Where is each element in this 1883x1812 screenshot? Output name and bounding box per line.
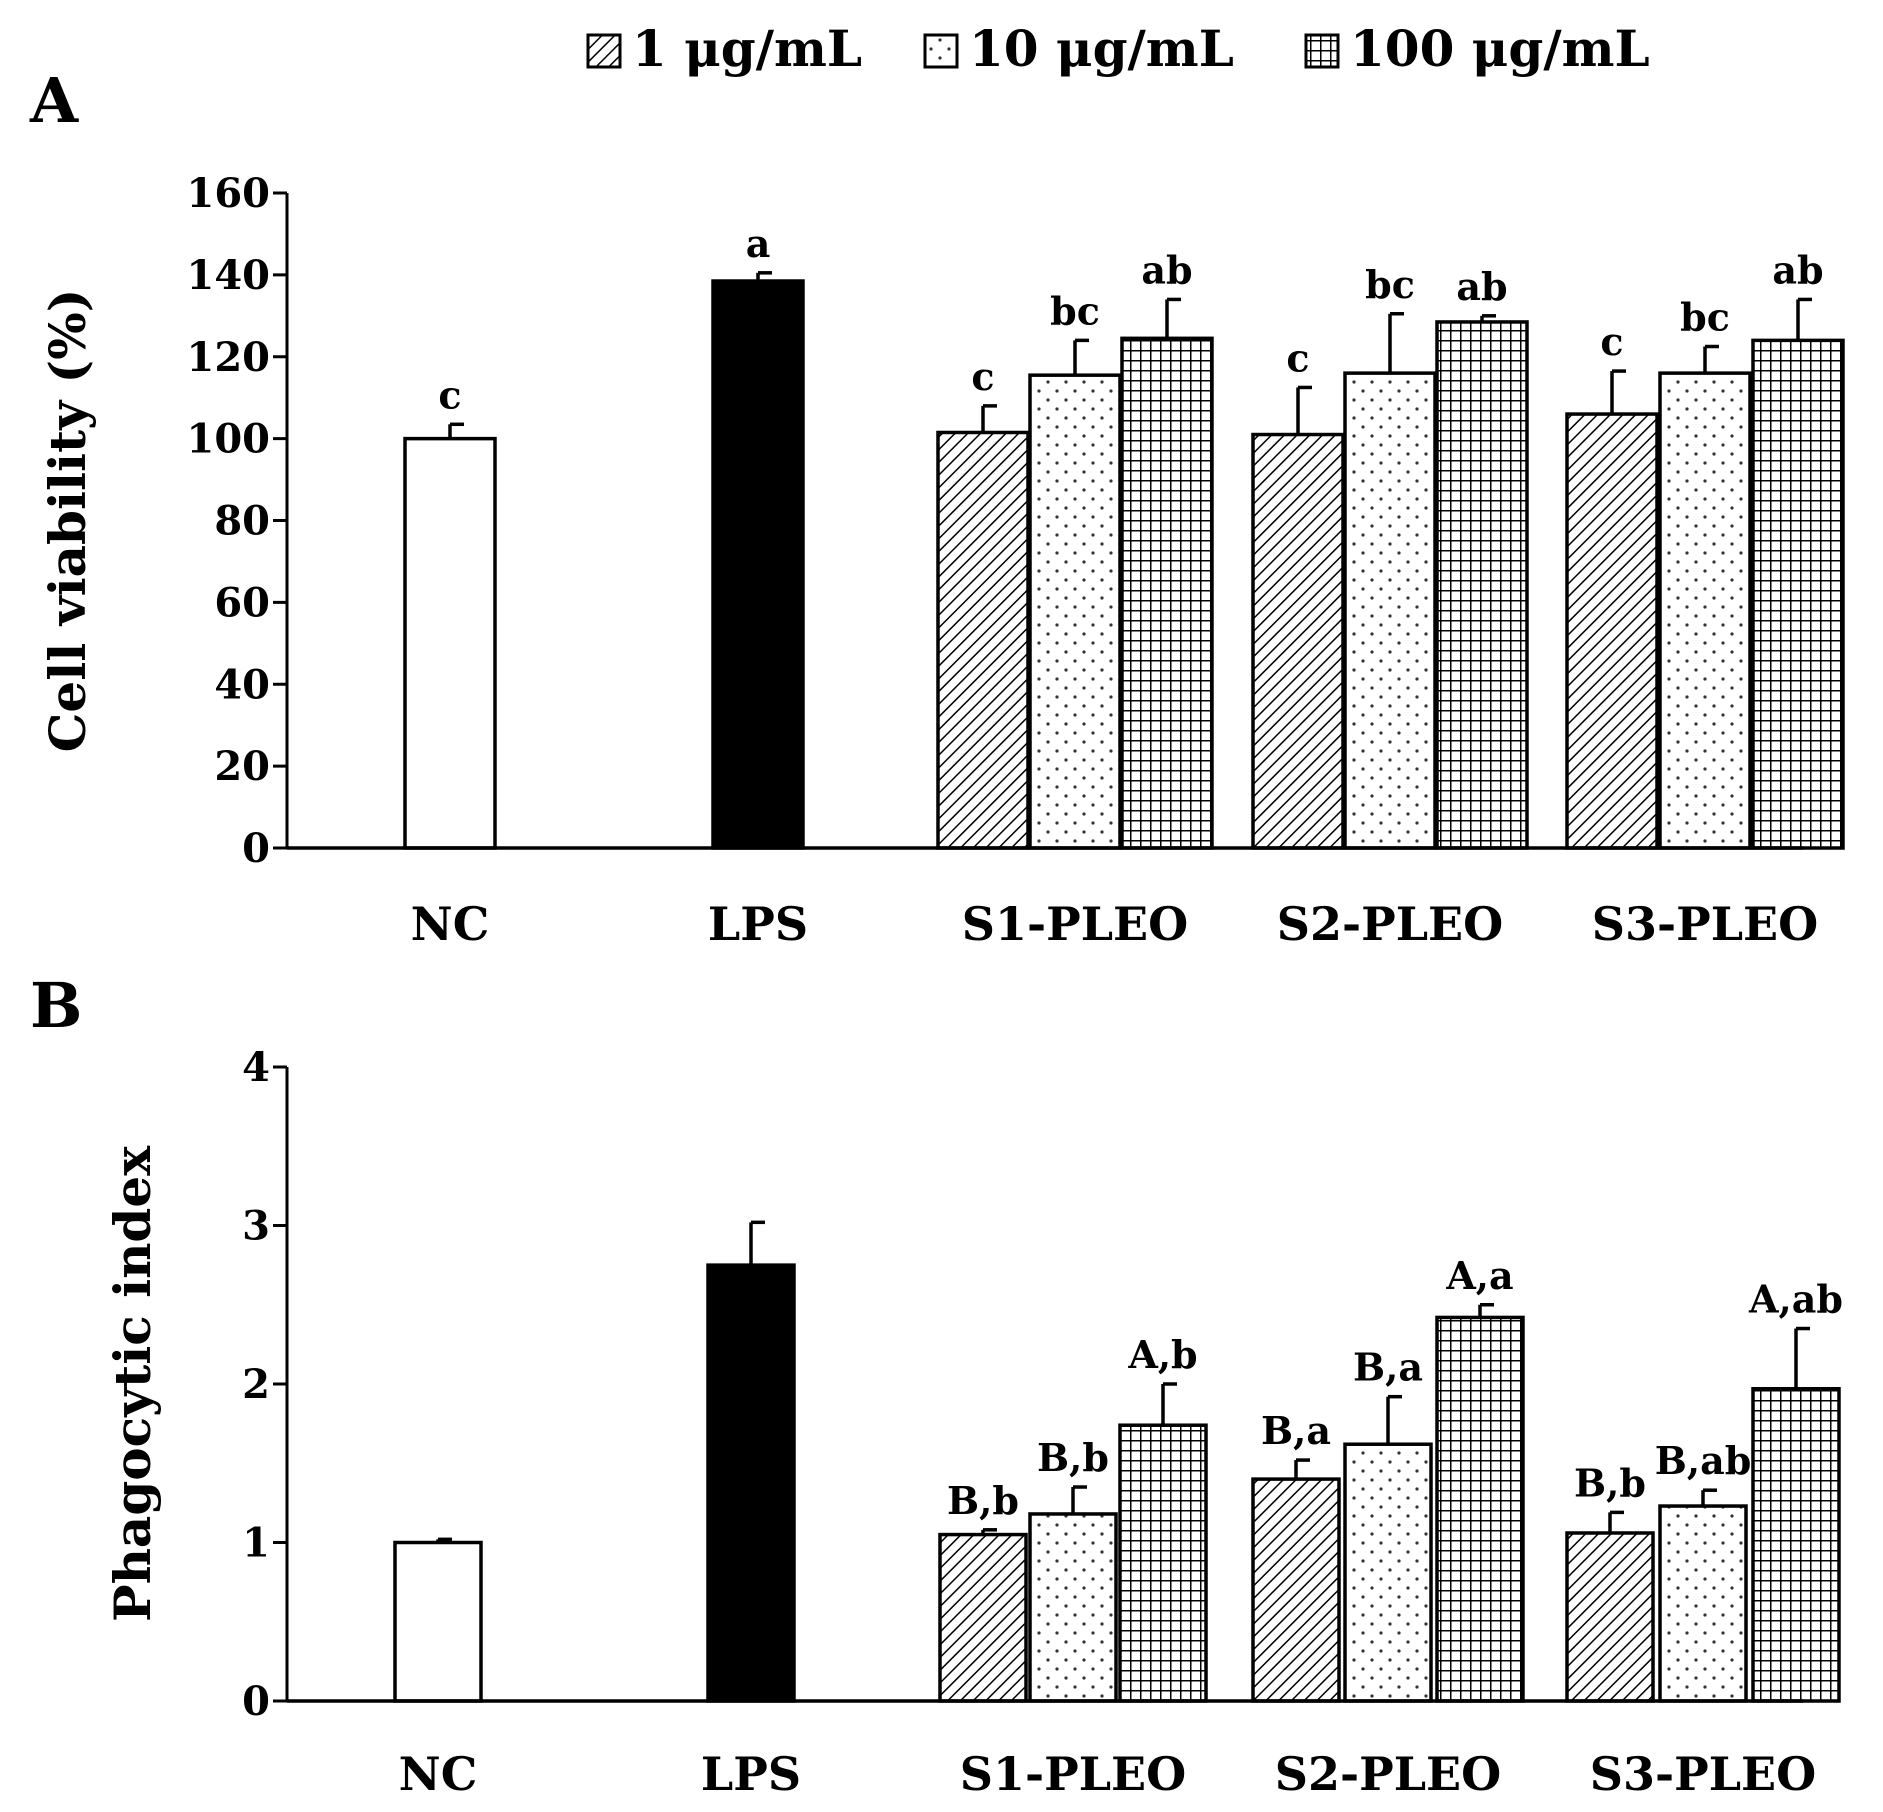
significance-label: ab [1456,264,1507,309]
bar-S1-PLEO-hatch [938,1532,1028,1703]
significance-label: A,b [1127,1332,1197,1377]
bar-S3-PLEO-dots [1658,371,1752,850]
y-tick-label: 4 [242,1044,270,1091]
y-tick-label: 60 [214,579,270,626]
x-category-label: LPS [701,1747,801,1801]
significance-label: B,b [1037,1435,1109,1480]
y-tick-label: 2 [242,1361,270,1408]
y-tick-label: 0 [242,825,270,872]
significance-label: bc [1680,295,1730,340]
significance-label: bc [1050,288,1100,333]
y-axis-title: Phagocytic index [103,1145,162,1622]
bar-S2-PLEO-dots [1343,371,1437,850]
bar-LPS-black [711,279,805,850]
bar-S3-PLEO-hatch [1565,1531,1655,1703]
y-tick-label: 140 [187,252,271,299]
significance-label: a [746,221,771,266]
bar-S2-PLEO-dots [1343,1442,1433,1703]
y-tick-label: 100 [187,416,271,463]
bar-S1-PLEO-dots [1028,373,1122,850]
x-category-label: S1-PLEO [962,897,1188,951]
y-tick-label: 0 [242,1678,270,1725]
bar-S1-PLEO-grid [1118,1423,1208,1703]
bar-S1-PLEO-dots [1028,1512,1118,1703]
significance-label: B,ab [1655,1438,1752,1483]
bar-NC-white [393,1540,483,1703]
bar-S3-PLEO-grid [1751,338,1845,850]
x-category-label: LPS [708,897,808,951]
panel-label: B [30,969,82,1042]
y-tick-label: 160 [187,170,271,217]
significance-label: A,ab [1748,1277,1843,1322]
y-tick-label: 80 [214,498,270,545]
y-tick-label: 20 [214,743,270,790]
bar-S1-PLEO-hatch [936,430,1030,850]
panel-B: B 0 1 2 3 4 Phagocytic index NC LPS B,b B,b A,b S1-P… [30,969,1843,1801]
bar-S2-PLEO-grid [1435,320,1529,850]
bar-S3-PLEO-hatch [1565,412,1659,850]
significance-label: c [971,354,994,399]
significance-label: ab [1772,247,1823,292]
y-tick-label: 40 [214,661,270,708]
legend-swatch-dots [923,33,959,69]
y-tick-label: 120 [187,334,271,381]
bar-S1-PLEO-grid [1120,336,1214,850]
legend-swatch-hatch [586,33,622,69]
legend: 1 μg/mL 10 μg/mL 100 μg/mL [586,19,1650,78]
bar-S2-PLEO-hatch [1251,1477,1341,1703]
x-category-label: S3-PLEO [1590,1747,1816,1801]
significance-label: B,a [1353,1345,1423,1390]
panel-label: A [29,64,79,137]
significance-label: c [1600,319,1623,364]
significance-label: B,b [947,1478,1019,1523]
bar-NC-white [403,436,497,850]
significance-label: c [438,372,461,417]
significance-label: B,a [1261,1408,1331,1453]
bar-S2-PLEO-grid [1435,1315,1525,1703]
bar-S3-PLEO-grid [1751,1387,1841,1703]
x-category-label: S2-PLEO [1277,897,1503,951]
legend-label: 100 μg/mL [1350,19,1650,78]
legend-swatch-grid [1304,33,1340,69]
bar-LPS-black [706,1263,796,1703]
x-category-label: S1-PLEO [960,1747,1186,1801]
y-tick-label: 3 [242,1203,270,1250]
significance-label: c [1286,335,1309,380]
bar-S3-PLEO-dots [1658,1504,1748,1703]
x-category-label: NC [411,897,490,951]
significance-label: B,b [1574,1460,1646,1505]
significance-label: ab [1141,247,1192,292]
bar-S2-PLEO-hatch [1251,432,1345,850]
legend-label: 10 μg/mL [969,19,1234,78]
x-category-label: S2-PLEO [1275,1747,1501,1801]
y-axis-title: Cell viability (%) [38,289,97,753]
x-category-label: S3-PLEO [1592,897,1818,951]
y-tick-label: 1 [242,1520,270,1567]
panel-A: A 0 20 40 60 80 100 120 140 160 Cell viability (%)… [29,64,1845,951]
legend-label: 1 μg/mL [632,19,862,78]
significance-label: A,a [1445,1253,1513,1298]
x-category-label: NC [399,1747,478,1801]
significance-label: bc [1365,262,1415,307]
